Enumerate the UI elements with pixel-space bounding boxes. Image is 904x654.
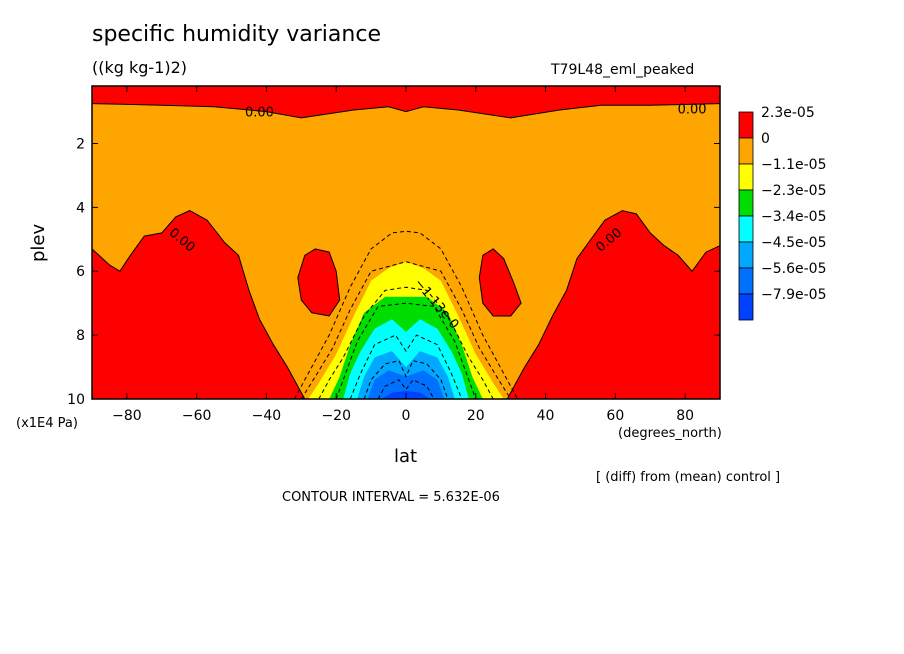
legend-swatch <box>738 189 754 217</box>
legend-label: −2.3e-05 <box>761 183 826 199</box>
x-tick-label: 80 <box>676 408 694 424</box>
y-tick-label: 6 <box>76 264 85 280</box>
contour-label: 0.00 <box>245 106 274 121</box>
contour-negative-3 <box>318 286 494 399</box>
legend-swatch <box>738 111 754 139</box>
contour-negative-5 <box>349 334 463 399</box>
region-north-positive <box>507 210 720 399</box>
contour-negative-4 <box>335 302 477 399</box>
y-tick-label: 2 <box>76 136 85 152</box>
legend-label: −1.1e-05 <box>761 157 826 173</box>
legend-swatch <box>738 163 754 191</box>
region-south-island <box>297 248 341 317</box>
legend-label: −7.9e-05 <box>761 287 826 303</box>
contour-label: 0.00 <box>678 102 707 117</box>
chart-units: ((kg kg-1)2) <box>92 58 188 77</box>
x-tick-label: −60 <box>182 408 212 424</box>
y-axis-units: (x1E4 Pa) <box>16 416 78 431</box>
region-negative-level-6 <box>367 370 445 399</box>
x-tick-label: 0 <box>402 408 411 424</box>
contour-negative-7 <box>377 379 435 399</box>
contour-interval: CONTOUR INTERVAL = 5.632E-06 <box>282 490 500 505</box>
contour-zero-top <box>92 103 720 119</box>
x-axis-units: (degrees_north) <box>618 426 722 441</box>
legend-label: −3.4e-05 <box>761 209 826 225</box>
legend-label: 0 <box>761 131 770 147</box>
legend-swatch <box>738 267 754 295</box>
y-tick-label: 10 <box>67 392 85 408</box>
contour-negative-1 <box>293 230 519 399</box>
legend-swatch <box>738 293 754 321</box>
x-tick-label: 60 <box>606 408 624 424</box>
diff-note: [ (diff) from (mean) control ] <box>596 470 781 485</box>
y-axis-label: plev <box>28 223 49 262</box>
legend-label: 2.3e-05 <box>761 105 815 121</box>
legend-swatch <box>738 215 754 243</box>
run-name: T79L48_eml_peaked <box>551 62 695 78</box>
legend-swatch <box>738 241 754 269</box>
contour-zero-north <box>506 210 720 399</box>
x-tick-label: −20 <box>321 408 351 424</box>
region-south-positive <box>92 210 305 399</box>
y-tick-label: 8 <box>76 328 85 344</box>
legend-swatch <box>738 137 754 165</box>
legend-label: −5.6e-05 <box>761 261 826 277</box>
x-axis-label: lat <box>394 446 418 467</box>
legend-label: −4.5e-05 <box>761 235 826 251</box>
x-tick-label: −40 <box>252 408 282 424</box>
region-north-island <box>478 248 522 317</box>
y-tick-label: 4 <box>76 200 85 216</box>
x-tick-label: −80 <box>112 408 142 424</box>
contour-zero-south <box>92 210 306 399</box>
chart-title: specific humidity variance <box>92 22 381 47</box>
x-tick-label: 20 <box>467 408 485 424</box>
x-tick-label: 40 <box>537 408 555 424</box>
contour-negative-6 <box>363 360 449 399</box>
contour-negative-2 <box>300 261 512 399</box>
